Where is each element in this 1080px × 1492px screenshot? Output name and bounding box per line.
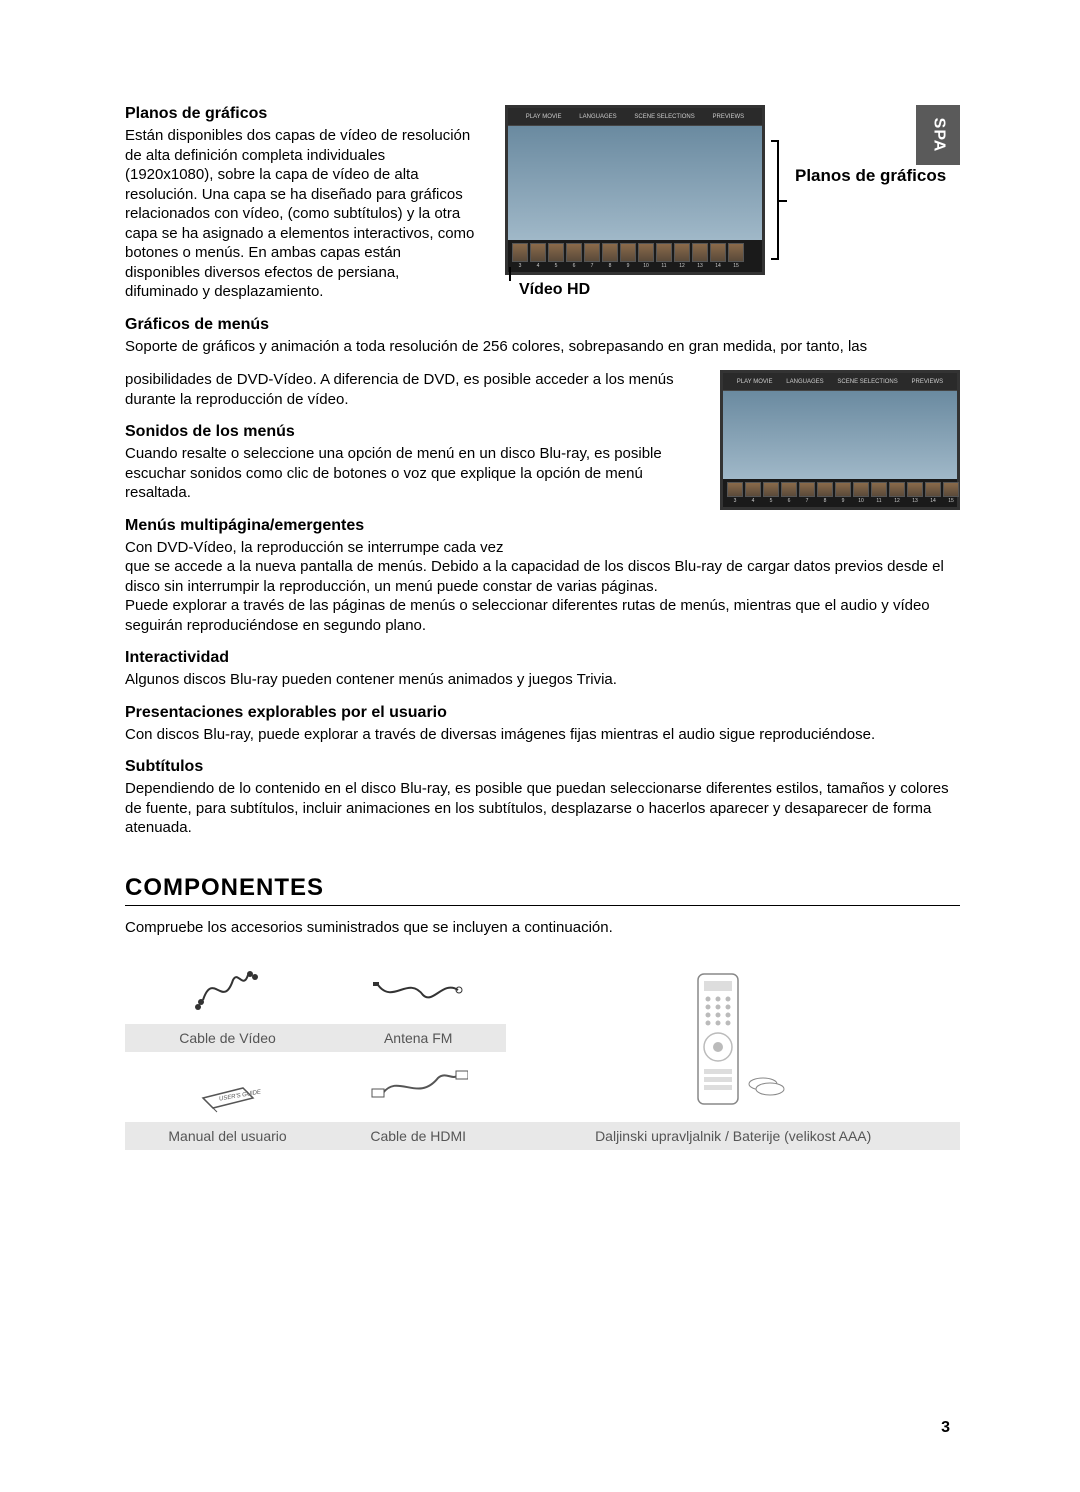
page: SPA Planos de gráficos Están disponibles…: [0, 0, 1080, 1492]
bluray-nav-item: SCENE SELECTIONS: [634, 114, 694, 120]
graficos-menus-body-2: posibilidades de DVD-Vídeo. A diferencia…: [125, 370, 696, 409]
menus-multipagina-heading: Menús multipágina/emergentes: [125, 517, 696, 535]
sonidos-menus-body: Cuando resalte o seleccione una opción d…: [125, 444, 696, 503]
subtitulos-heading: Subtítulos: [125, 758, 960, 776]
planos-graficos-heading: Planos de gráficos: [125, 105, 475, 123]
fm-antenna-icon: [330, 959, 506, 1024]
planos-graficos-body: Están disponibles dos capas de vídeo de …: [125, 126, 475, 302]
presentaciones-heading: Presentaciones explorables por el usuari…: [125, 704, 960, 722]
bluray-nav-item: LANGUAGES: [786, 379, 823, 385]
video-cable-label: Cable de Vídeo: [125, 1024, 330, 1052]
bluray-nav-item: PLAY MOVIE: [737, 379, 773, 385]
components-table: Cable de Vídeo Antena FM USER'S GUIDE M: [125, 959, 960, 1150]
menus-multipagina-body-2: que se accede a la nueva pantalla de men…: [125, 557, 960, 596]
hdmi-cable-icon: [330, 1052, 506, 1122]
interactividad-heading: Interactividad: [125, 649, 960, 667]
remote-icon: [506, 959, 960, 1122]
bluray-thumbs: 3 4 5 6 7 8 9 10 11 12 13 14 15: [508, 240, 762, 272]
planos-graficos-section: Planos de gráficos Están disponibles dos…: [125, 105, 960, 302]
bluray-nav-item: PREVIEWS: [912, 379, 944, 385]
bluray-screen-illustration-2: PLAY MOVIE LANGUAGES SCENE SELECTIONS PR…: [720, 370, 960, 510]
hdmi-cable-label: Cable de HDMI: [330, 1122, 506, 1150]
bluray-nav-item: SCENE SELECTIONS: [837, 379, 897, 385]
bluray-nav-item: PREVIEWS: [713, 114, 745, 120]
page-number: 3: [941, 1419, 950, 1437]
menus-multipagina-body-3: Puede explorar a través de las páginas d…: [125, 596, 960, 635]
bluray-screen-illustration-1: PLAY MOVIE LANGUAGES SCENE SELECTIONS PR…: [505, 105, 765, 275]
bluray-nav-item: PLAY MOVIE: [526, 114, 562, 120]
video-cable-icon: [125, 959, 330, 1024]
video-hd-label: Vídeo HD: [519, 281, 765, 299]
fm-antenna-label: Antena FM: [330, 1024, 506, 1052]
interactividad-body: Algunos discos Blu-ray pueden contener m…: [125, 670, 960, 690]
user-manual-icon: USER'S GUIDE: [125, 1052, 330, 1122]
graficos-menus-heading: Gráficos de menús: [125, 316, 960, 334]
menus-multipagina-body-1: Con DVD-Vídeo, la reproducción se interr…: [125, 538, 696, 558]
user-manual-label: Manual del usuario: [125, 1122, 330, 1150]
componentes-check-text: Compruebe los accesorios suministrados q…: [125, 918, 960, 938]
presentaciones-body: Con discos Blu-ray, puede explorar a tra…: [125, 725, 960, 745]
graficos-menus-wrap: posibilidades de DVD-Vídeo. A diferencia…: [125, 370, 960, 557]
bluray-nav-item: LANGUAGES: [579, 114, 616, 120]
sonidos-menus-heading: Sonidos de los menús: [125, 423, 696, 441]
remote-label: Daljinski upravljalnik / Baterije (velik…: [506, 1122, 960, 1150]
subtitulos-body: Dependiendo de lo contenido en el disco …: [125, 779, 960, 838]
componentes-heading: COMPONENTES: [125, 874, 960, 906]
graficos-menus-body-1: Soporte de gráficos y animación a toda r…: [125, 337, 960, 357]
